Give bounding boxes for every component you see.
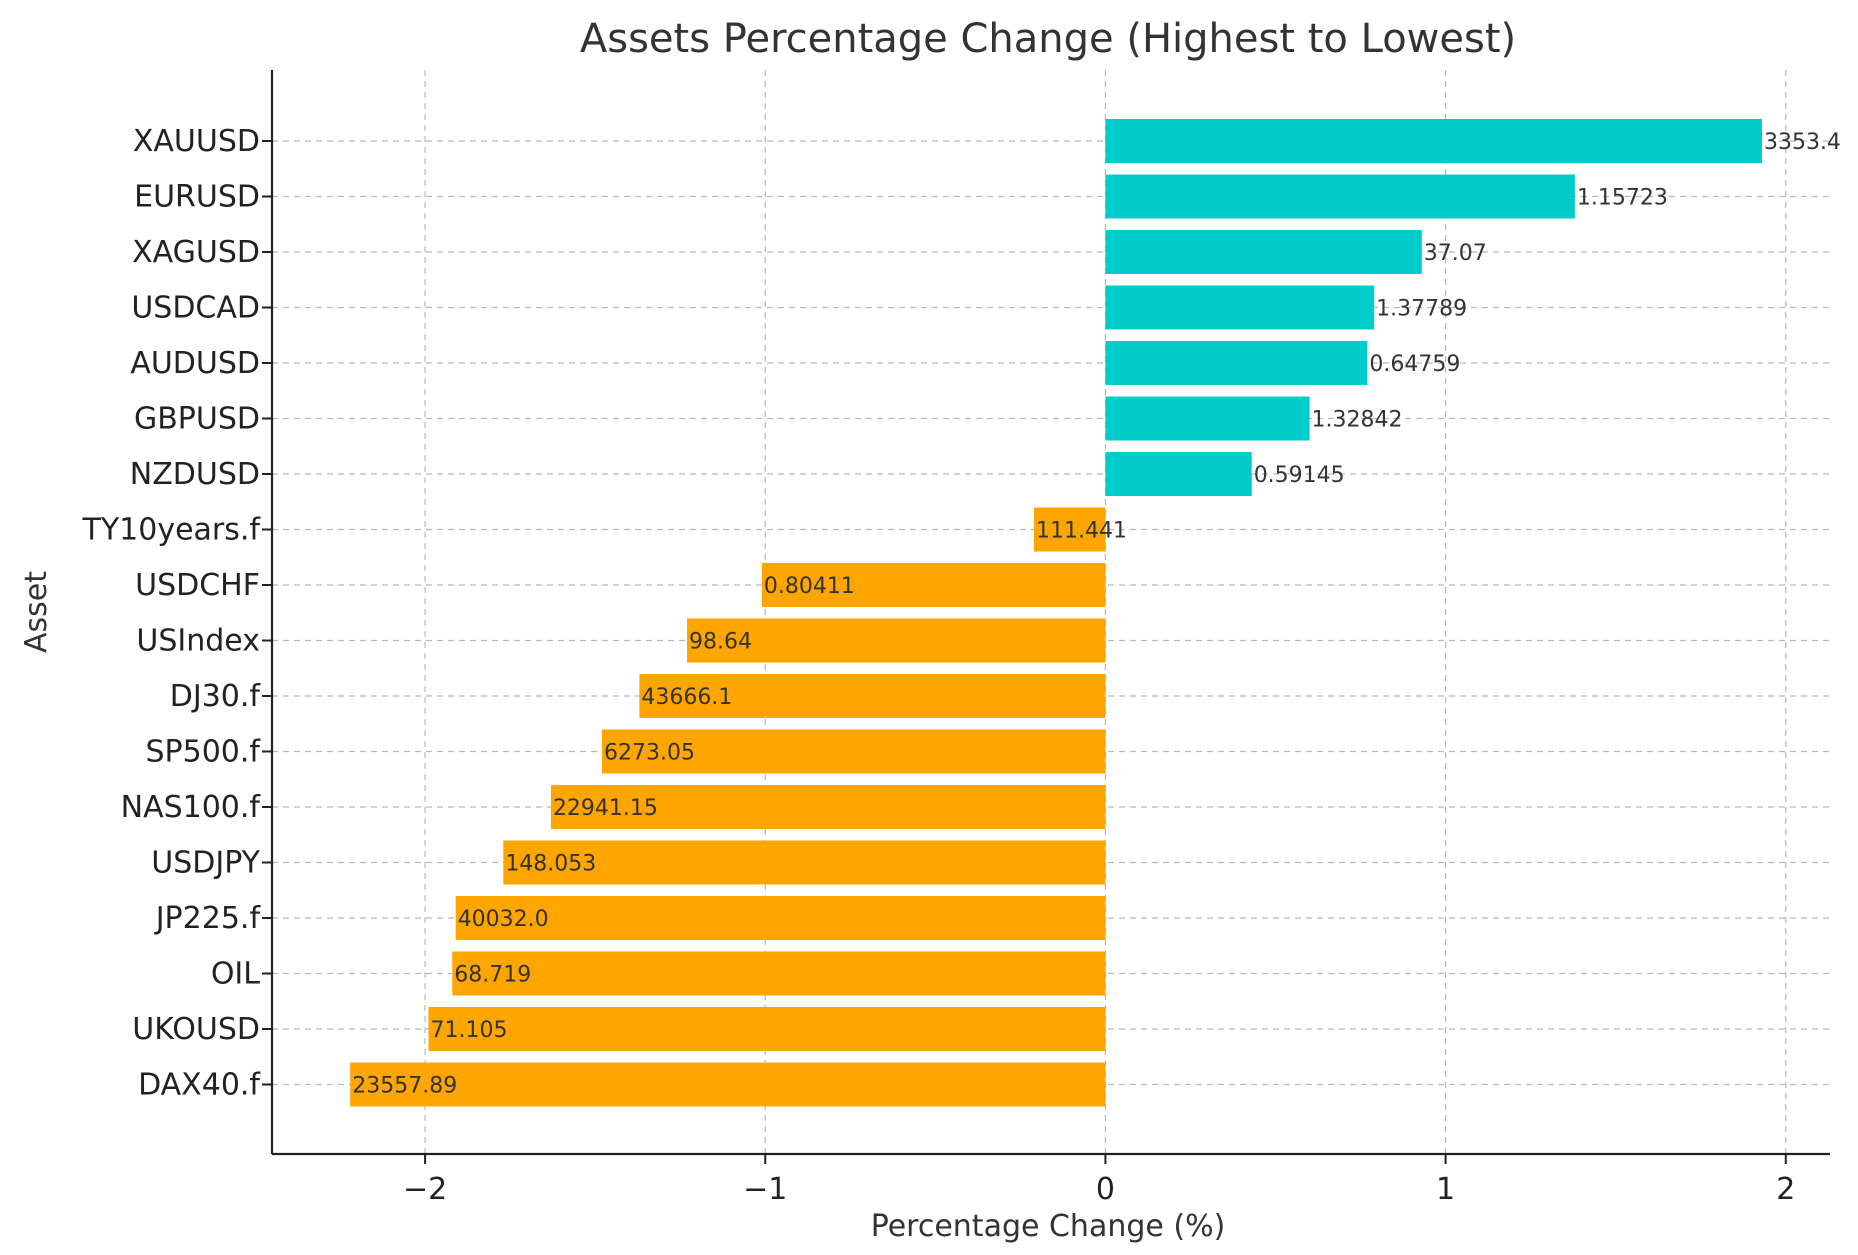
y-tick-label: EURUSD: [134, 180, 260, 215]
x-axis-label: Percentage Change (%): [871, 1209, 1226, 1244]
bar-audusd: [1105, 341, 1368, 385]
bar-eurusd: [1105, 174, 1575, 219]
y-tick-label: XAUUSD: [133, 124, 260, 159]
chart-title: Assets Percentage Change (Highest to Low…: [580, 16, 1516, 62]
data-label: 6273.05: [604, 741, 695, 766]
data-label: 98.64: [689, 630, 752, 655]
bar-jp225-f: [455, 896, 1106, 940]
y-tick-label: USDCAD: [131, 291, 260, 326]
bar-gbpusd: [1105, 396, 1310, 441]
data-label: 148.053: [505, 852, 596, 877]
data-label: 40032.0: [458, 907, 549, 932]
data-label: 23557.89: [352, 1074, 457, 1099]
data-label: 22941.15: [553, 796, 658, 821]
bars-layer: [350, 119, 1762, 1107]
y-tick-label: USDJPY: [151, 846, 260, 881]
y-tick-label: USDCHF: [135, 568, 260, 603]
data-label: 1.37789: [1376, 297, 1467, 322]
x-tick-label: 2: [1776, 1172, 1795, 1207]
data-label: 0.59145: [1254, 463, 1345, 488]
data-label: 37.07: [1424, 241, 1487, 266]
data-label: 3353.4: [1764, 130, 1841, 155]
bar-ty10years-f: [1033, 507, 1106, 552]
x-tick-label: 1: [1436, 1172, 1455, 1207]
bar-dj30-f: [639, 674, 1106, 718]
bar-usindex: [687, 618, 1106, 663]
bar-usdjpy: [503, 840, 1106, 885]
y-tick-label: SP500.f: [146, 735, 262, 770]
bar-xagusd: [1105, 230, 1422, 274]
bar-sp500-f: [601, 729, 1106, 774]
y-tick-label: UKOUSD: [132, 1012, 260, 1047]
axes-layer: −2 −1 0 1 2 XAUUSD EURUSD XAGUSD USDCAD AUDUSD GBP…: [82, 70, 1830, 1207]
y-tick-label: TY10years.f: [82, 513, 262, 548]
data-label: 43666.1: [641, 685, 732, 710]
y-tick-label: NAS100.f: [121, 790, 262, 825]
y-tick-label: USIndex: [136, 624, 260, 659]
data-label: 0.80411: [764, 574, 855, 599]
data-label: 71.105: [430, 1018, 507, 1043]
bar-usdcad: [1105, 285, 1375, 330]
y-axis-label: Asset: [19, 571, 54, 653]
y-tick-label: GBPUSD: [134, 402, 260, 437]
y-tick-label: OIL: [211, 957, 260, 992]
data-label: 0.64759: [1369, 352, 1460, 377]
bar-dax40-f: [350, 1062, 1106, 1107]
y-tick-label: JP225.f: [154, 901, 262, 936]
bar-usdchf: [761, 563, 1106, 607]
x-tick-label: −2: [403, 1172, 447, 1207]
data-label: 1.32842: [1312, 408, 1403, 433]
bar-ukousd: [428, 1007, 1106, 1051]
y-tick-label: XAGUSD: [132, 235, 260, 270]
y-tick-label: DAX40.f: [138, 1068, 261, 1103]
data-label: 1.15723: [1577, 186, 1668, 211]
x-tick-label: 0: [1096, 1172, 1115, 1207]
bar-nas100-f: [550, 785, 1106, 829]
bar-xauusd: [1105, 119, 1762, 163]
y-tick-label: AUDUSD: [130, 346, 260, 381]
bar-oil: [452, 951, 1106, 996]
y-tick-label: DJ30.f: [170, 679, 262, 714]
data-label: 111.441: [1036, 519, 1127, 544]
y-tick-label: NZDUSD: [130, 457, 260, 492]
bar-nzdusd: [1105, 452, 1252, 496]
labels-layer: 3353.4 1.15723 37.07 1.37789 0.64759 1.32842 0…: [352, 130, 1841, 1099]
data-label: 68.719: [454, 963, 531, 988]
x-tick-label: −1: [743, 1172, 787, 1207]
